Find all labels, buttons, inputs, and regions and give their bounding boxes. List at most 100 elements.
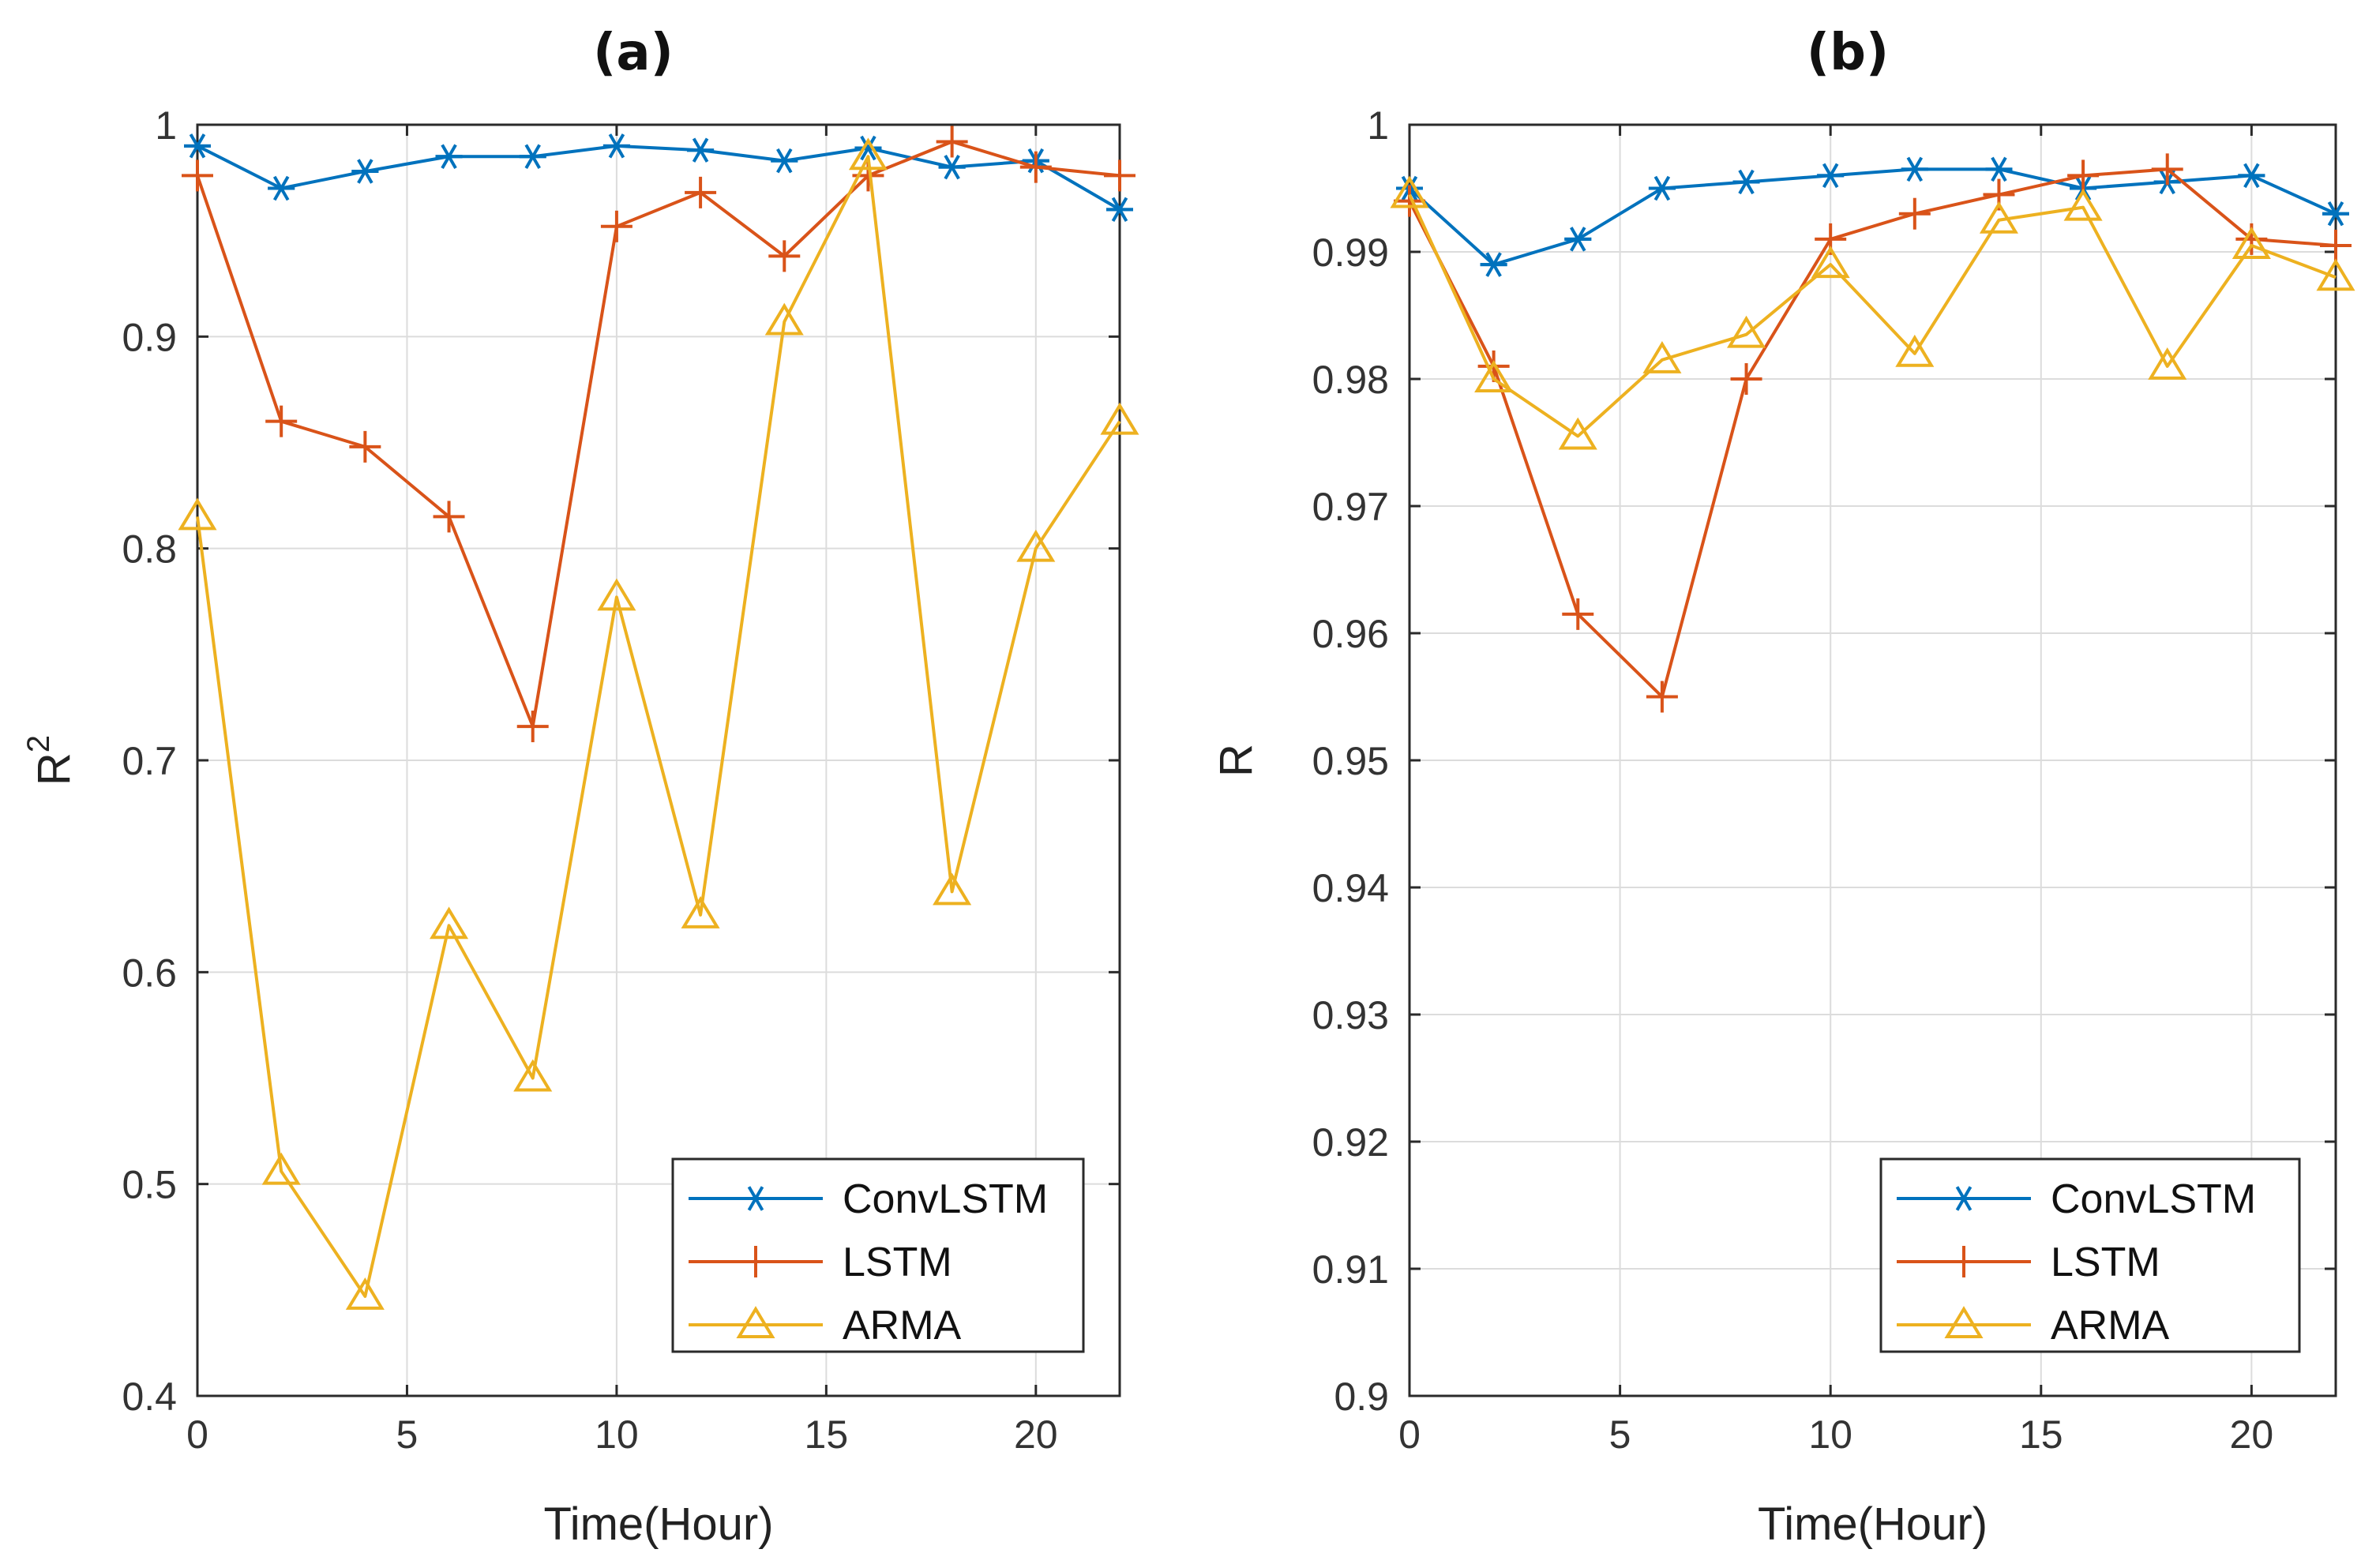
data-point-convlstm: [2322, 201, 2349, 227]
data-point-convlstm: [1817, 163, 1845, 189]
data-point-arma: [2148, 347, 2187, 380]
data-point-arma: [764, 302, 804, 336]
x-tick-label: 5: [396, 1412, 419, 1457]
data-point-lstm: [349, 430, 381, 463]
data-point-convlstm: [771, 148, 798, 174]
marker-shape: [1390, 175, 1429, 208]
data-point-arma: [1390, 175, 1429, 208]
marker-shape: [764, 302, 804, 336]
marker-shape: [1558, 417, 1597, 450]
data-point-lstm: [600, 210, 632, 242]
data-point-arma: [1727, 315, 1766, 348]
series-line-convlstm: [197, 144, 1121, 212]
data-point-convlstm: [435, 144, 463, 169]
y-axis-label: R: [1211, 744, 1262, 777]
data-point-lstm: [182, 159, 213, 192]
data-point-lstm: [1898, 197, 1931, 230]
y-tick-label: 0.9: [122, 315, 177, 359]
legend-label: ConvLSTM: [843, 1176, 1048, 1222]
marker-shape: [1474, 360, 1514, 392]
data-point-arma: [2063, 188, 2103, 221]
y-tick-label: 0.5: [122, 1163, 177, 1207]
ticks: 0 5 10 15 20 0.9 0.91 0.92 0.93 0.94 0.95 0.96 0.97 0…: [1312, 103, 2336, 1457]
data-point-lstm: [1104, 159, 1135, 192]
legend-label: LSTM: [2051, 1240, 2160, 1285]
data-point-arma: [1558, 417, 1597, 450]
legend-item-lstm: LSTM: [689, 1240, 952, 1285]
marker-shape: [597, 578, 636, 611]
data-point-convlstm: [1648, 175, 1676, 201]
marker-shape: [848, 137, 888, 171]
series-line-arma: [196, 155, 1121, 1298]
y-tick-label: 0.96: [1312, 612, 1389, 656]
data-point-convlstm: [519, 144, 546, 169]
data-point-convlstm: [938, 154, 966, 180]
y-tick-label: 0.8: [122, 527, 177, 572]
data-point-arma: [933, 872, 972, 906]
legend-label: LSTM: [843, 1240, 952, 1285]
data-point-arma: [848, 137, 888, 171]
x-tick-label: 5: [1609, 1412, 1631, 1457]
x-tick-label: 20: [1014, 1412, 1058, 1457]
x-axis-label: Time(Hour): [1758, 1499, 1988, 1550]
legend-marker-shape: [1944, 1306, 1984, 1338]
x-axis-label: Time(Hour): [543, 1499, 773, 1550]
data-point-arma: [513, 1059, 553, 1092]
panel-title: (a): [593, 24, 674, 82]
marker-shape: [178, 497, 217, 531]
marker-shape: [345, 1277, 385, 1310]
marker-shape: [2063, 188, 2103, 221]
x-tick-label: 20: [2230, 1412, 2274, 1457]
data-point-convlstm: [1985, 156, 2013, 182]
series-arma: [178, 137, 1139, 1310]
marker-shape: [1100, 402, 1139, 435]
marker-shape: [1811, 246, 1850, 279]
data-point-convlstm: [2238, 163, 2265, 189]
data-point-convlstm: [1480, 252, 1507, 277]
marker-shape: [1895, 334, 1935, 367]
marker-shape: [1642, 340, 1682, 373]
data-point-arma: [2316, 258, 2355, 291]
x-tick-label: 15: [805, 1412, 849, 1457]
data-point-arma: [1979, 201, 2018, 234]
legend-item-arma: ARMA: [689, 1303, 962, 1349]
data-point-convlstm: [351, 159, 379, 184]
series-lstm: [182, 126, 1135, 743]
data-point-lstm: [936, 126, 968, 158]
data-point-convlstm: [854, 135, 882, 161]
y-tick-label: 0.4: [122, 1375, 177, 1419]
series-lstm: [1394, 153, 2352, 713]
grid: [197, 125, 1120, 1396]
data-point-lstm: [768, 240, 801, 272]
panel-title: (b): [1807, 24, 1889, 82]
data-point-lstm: [516, 711, 549, 743]
data-point-lstm: [2067, 159, 2100, 192]
y-axis-label-superscript: 2: [21, 735, 56, 752]
y-tick-label: 0.94: [1312, 866, 1389, 910]
marker-shape: [933, 872, 972, 906]
data-point-lstm: [1394, 185, 1425, 217]
legend-box: [1879, 1157, 2301, 1353]
y-tick-label: 0.91: [1312, 1247, 1389, 1292]
y-axis-label: R2: [21, 735, 80, 786]
data-point-lstm: [1562, 598, 1594, 630]
y-tick-label: 1: [155, 103, 177, 148]
y-tick-label: 0.99: [1312, 231, 1389, 275]
y-tick-label: 0.95: [1312, 739, 1389, 783]
data-point-arma: [1100, 402, 1139, 435]
legend: ConvLSTM LSTM ARMA: [1879, 1157, 2301, 1353]
data-point-convlstm: [1732, 169, 1760, 195]
legend-label: ARMA: [2051, 1303, 2170, 1349]
data-point-convlstm: [602, 133, 630, 159]
data-point-arma: [1642, 340, 1682, 373]
marker-shape: [1727, 315, 1766, 348]
y-tick-label: 0.93: [1312, 993, 1389, 1037]
data-point-lstm: [265, 405, 298, 437]
data-point-lstm: [2320, 229, 2352, 261]
data-point-arma: [178, 497, 217, 531]
data-point-convlstm: [687, 137, 715, 163]
y-tick-label: 0.6: [122, 951, 177, 995]
data-point-lstm: [1730, 363, 1762, 395]
ticks: 0 5 10 15 20 0.4 0.5 0.6 0.7 0.8 0.9 1: [122, 103, 1120, 1457]
